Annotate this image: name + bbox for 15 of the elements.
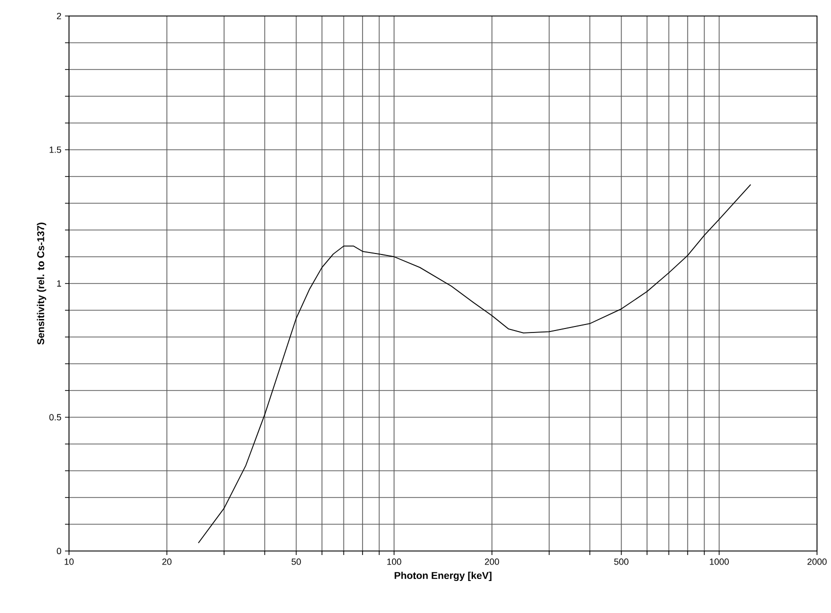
y-tick-label: 1 — [57, 280, 62, 287]
x-tick-label: 200 — [484, 558, 500, 565]
x-tick-label: 20 — [162, 558, 172, 565]
y-tick-label: 0 — [56, 548, 62, 554]
x-tick-label: 50 — [292, 558, 301, 565]
y-tick-label: 2 — [56, 12, 62, 20]
x-tick-label: 2000 — [808, 558, 827, 565]
x-tick-label: 10 — [64, 558, 74, 565]
x-tick-label: 500 — [614, 558, 628, 565]
y-tick-label: 0.5 — [49, 414, 62, 420]
y-axis-title: Sensitivity (rel. to Cs-137) — [36, 222, 46, 345]
x-axis-title: Photon Energy [keV] — [394, 572, 492, 582]
x-tick-label: 1000 — [710, 558, 729, 565]
y-tick-label: 1.5 — [50, 146, 62, 153]
x-tick-label: 100 — [387, 558, 402, 565]
